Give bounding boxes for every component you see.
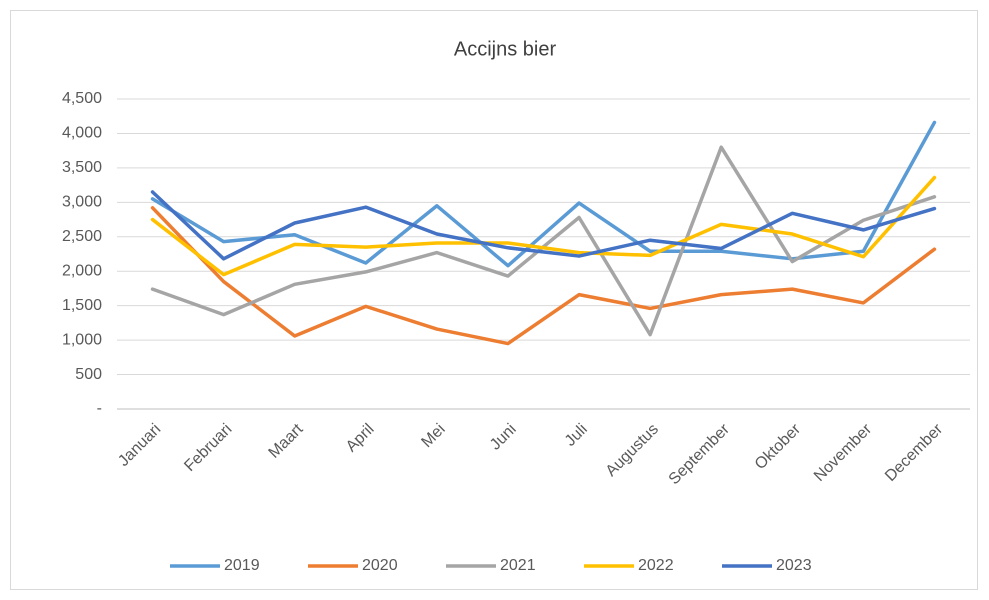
legend-label: 2023 (776, 557, 812, 574)
line-series (150, 175, 937, 277)
chart-title: Accijns bier (454, 38, 557, 60)
y-tick-label: 1,500 (62, 297, 102, 314)
chart-frame (10, 10, 978, 590)
y-tick-label: 4,500 (62, 90, 102, 107)
legend-label: 2019 (224, 557, 260, 574)
y-tick-label: 2,000 (62, 262, 102, 279)
legend-label: 2020 (362, 557, 398, 574)
y-tick-label: 500 (75, 366, 102, 383)
y-tick-label: 3,500 (62, 159, 102, 176)
line-series (150, 120, 937, 268)
y-tick-label: 4,000 (62, 125, 102, 142)
y-tick-label: - (97, 400, 102, 417)
y-tick-label: 2,500 (62, 228, 102, 245)
line-series (150, 190, 937, 261)
legend-label: 2022 (638, 557, 674, 574)
line-series (150, 206, 937, 346)
y-tick-label: 3,000 (62, 194, 102, 211)
y-tick-label: 1,000 (62, 331, 102, 348)
legend-label: 2021 (500, 557, 536, 574)
